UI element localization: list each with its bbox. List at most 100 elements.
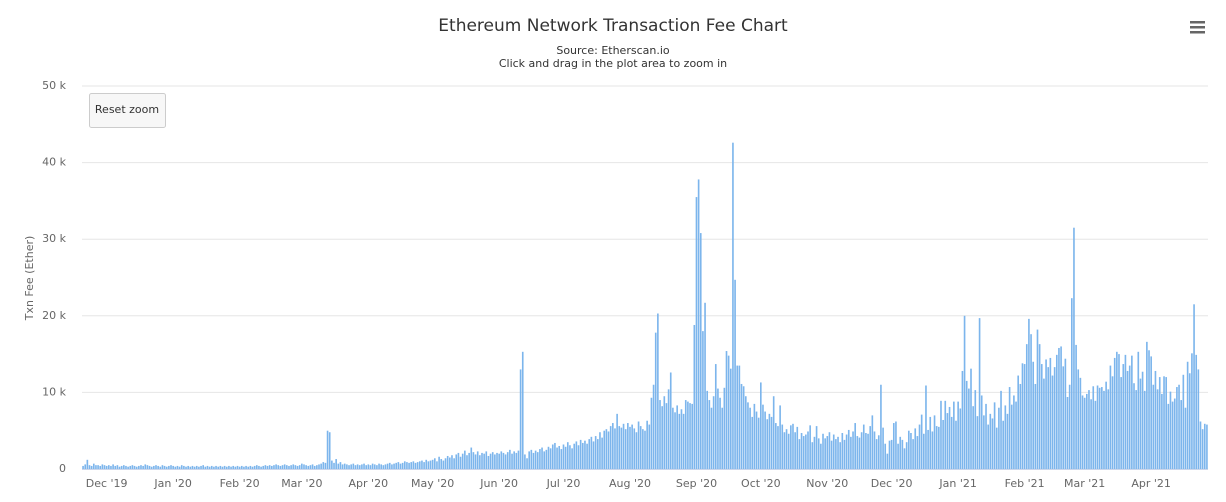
bar <box>204 466 207 469</box>
bar <box>249 465 252 469</box>
bar <box>1047 367 1050 469</box>
reset-zoom-button[interactable]: Reset zoom <box>89 93 166 128</box>
bar <box>148 465 151 469</box>
bar <box>719 397 721 469</box>
bar <box>408 462 410 469</box>
bar <box>202 465 204 469</box>
bar <box>807 431 809 469</box>
bar <box>232 465 235 469</box>
bar <box>579 439 582 469</box>
bar <box>206 465 209 469</box>
bar <box>721 407 724 469</box>
bar <box>850 436 852 469</box>
bar <box>832 434 835 469</box>
bar <box>783 432 786 469</box>
x-tick-label: May '20 <box>411 477 454 490</box>
bar <box>1173 398 1176 469</box>
button-label[interactable]: Reset zoom <box>95 103 159 116</box>
bar <box>118 466 121 469</box>
button-box[interactable] <box>89 93 166 128</box>
bar <box>123 465 125 469</box>
bar <box>264 465 267 469</box>
x-tick-label: Mar '21 <box>1064 477 1105 490</box>
bar <box>1040 364 1043 469</box>
bar <box>682 413 685 469</box>
bar <box>423 462 425 469</box>
bar <box>97 465 99 469</box>
bar <box>103 465 106 469</box>
bar <box>1017 375 1020 469</box>
bar <box>472 452 475 469</box>
bar <box>669 372 672 469</box>
bar <box>828 432 831 469</box>
bar <box>266 465 269 469</box>
bar <box>373 464 376 469</box>
bar <box>82 465 84 469</box>
bar <box>215 465 217 469</box>
bar <box>852 431 854 469</box>
bar <box>444 458 447 469</box>
bar <box>234 466 237 469</box>
bar <box>903 448 906 469</box>
bar <box>228 465 230 469</box>
menu-button[interactable] <box>1188 19 1208 37</box>
bar <box>680 409 683 469</box>
bar <box>225 466 228 469</box>
bar <box>642 429 644 469</box>
bar <box>766 419 769 469</box>
bar <box>556 447 558 469</box>
bar <box>770 416 773 469</box>
bar <box>781 424 784 469</box>
bar <box>927 429 929 469</box>
chart-title: Ethereum Network Transaction Fee Chart <box>438 16 788 36</box>
bar <box>865 432 867 469</box>
bar <box>714 364 717 469</box>
bar <box>586 443 588 469</box>
bar <box>594 436 597 469</box>
bar <box>401 462 404 469</box>
bar <box>1021 363 1024 469</box>
bar <box>1032 361 1035 469</box>
bar <box>236 465 239 469</box>
bar <box>1126 370 1129 469</box>
bar <box>219 465 222 469</box>
bar <box>183 465 185 469</box>
bar <box>135 466 138 469</box>
bar <box>277 465 280 469</box>
bar <box>910 432 912 469</box>
bar <box>378 463 380 469</box>
bar <box>200 465 202 469</box>
bar <box>843 439 846 469</box>
bar <box>449 457 451 469</box>
bar <box>779 405 781 469</box>
bar <box>573 443 576 469</box>
bar <box>494 454 496 469</box>
bar <box>603 430 606 469</box>
bar <box>987 424 989 469</box>
bar <box>1124 354 1127 469</box>
y-tick-label: 30 k <box>42 232 66 245</box>
bar <box>481 452 483 469</box>
y-tick-label: 50 k <box>42 79 66 92</box>
bar <box>180 465 183 469</box>
bar <box>483 453 485 469</box>
bar <box>84 464 87 469</box>
menu-line <box>1190 26 1205 29</box>
bar <box>440 459 443 469</box>
bar <box>907 430 910 469</box>
bar <box>292 464 295 469</box>
bar <box>753 403 756 469</box>
bar <box>742 386 745 469</box>
bar <box>1010 404 1013 469</box>
bar <box>989 413 992 469</box>
x-tick-label: Aug '20 <box>609 477 651 490</box>
bar <box>322 462 325 469</box>
bar <box>159 466 162 469</box>
bar <box>732 142 734 469</box>
bar <box>476 451 479 469</box>
bar <box>699 233 702 469</box>
bar <box>955 420 957 469</box>
bar <box>687 401 689 469</box>
bar <box>328 432 331 469</box>
bar <box>532 452 535 469</box>
